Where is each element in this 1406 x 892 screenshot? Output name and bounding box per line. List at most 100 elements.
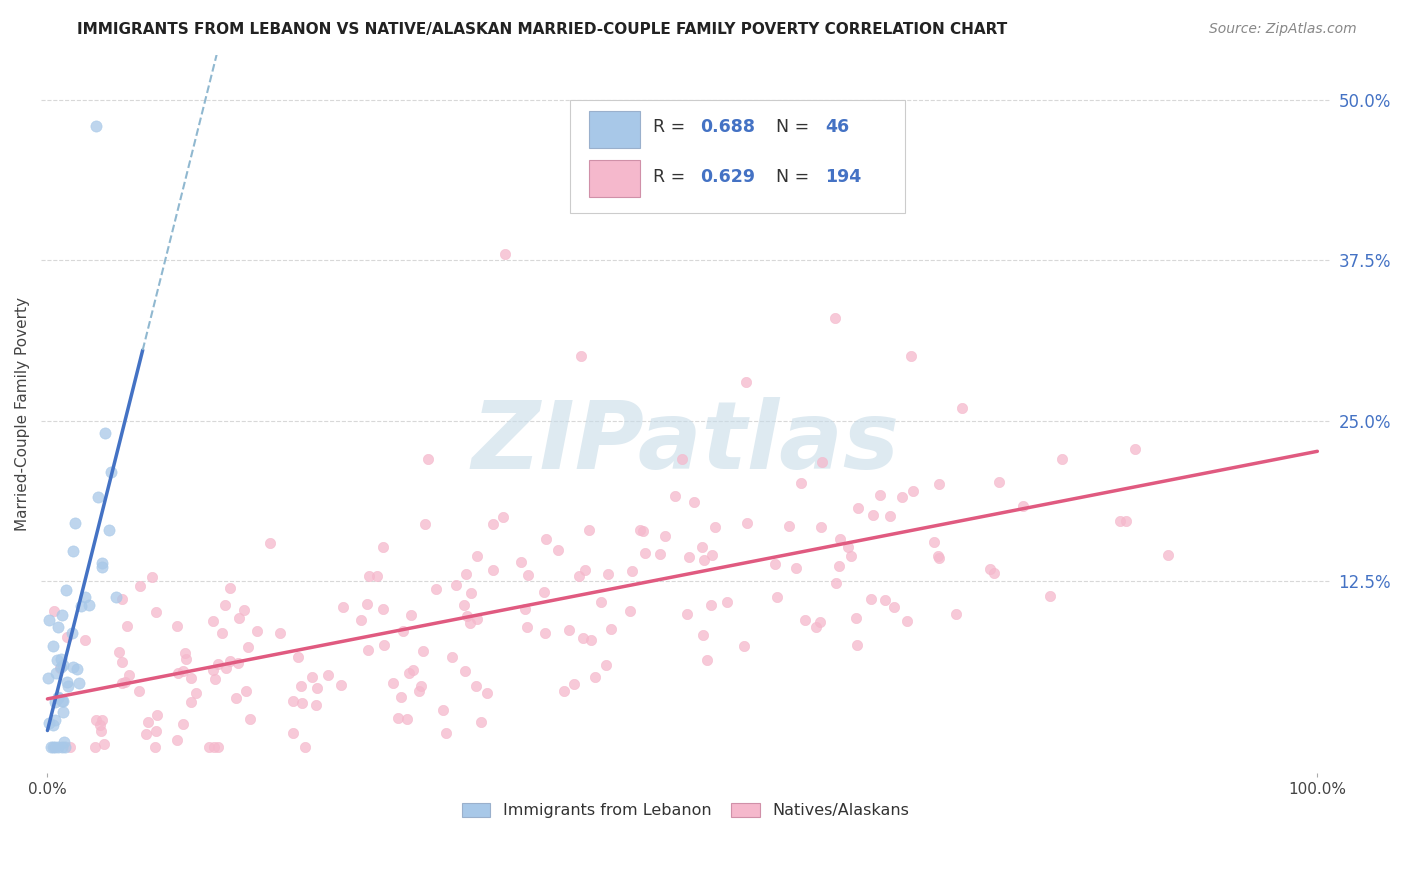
Point	[70, 599, 93, 613]
Point	[845, 611, 868, 625]
Point	[46, 740, 69, 755]
Point	[202, 740, 225, 755]
Point	[235, 684, 257, 698]
Point	[45, 665, 67, 680]
Point	[84, 119, 107, 133]
Point	[547, 542, 569, 557]
Text: 0.688: 0.688	[700, 118, 755, 136]
Point	[236, 640, 259, 655]
Text: R =: R =	[654, 169, 692, 186]
Point	[118, 668, 141, 682]
Point	[494, 247, 516, 261]
Point	[332, 600, 354, 615]
Point	[42, 718, 65, 732]
Point	[211, 626, 233, 640]
Point	[62, 544, 84, 558]
Point	[77, 598, 100, 612]
Point	[239, 712, 262, 726]
Point	[114, 675, 136, 690]
Point	[412, 644, 434, 658]
Point	[294, 740, 316, 755]
Point	[395, 712, 418, 726]
Point	[41, 639, 63, 653]
Point	[492, 509, 515, 524]
Point	[837, 541, 859, 555]
Point	[987, 475, 1010, 490]
Point	[553, 683, 575, 698]
Point	[91, 560, 114, 574]
Point	[59, 740, 82, 755]
Point	[304, 698, 326, 712]
Point	[562, 676, 585, 690]
Point	[690, 540, 713, 554]
Point	[349, 613, 371, 627]
Point	[1039, 589, 1062, 603]
Point	[900, 350, 922, 364]
Text: 46: 46	[825, 118, 849, 136]
Point	[105, 590, 128, 604]
Point	[218, 653, 240, 667]
Point	[44, 714, 66, 728]
Point	[371, 540, 394, 554]
Point	[287, 650, 309, 665]
Point	[37, 671, 59, 685]
Point	[1115, 515, 1137, 529]
Point	[700, 548, 723, 562]
Point	[305, 681, 328, 695]
Point	[387, 711, 409, 725]
Point	[53, 740, 76, 755]
Point	[398, 666, 420, 681]
Point	[413, 517, 436, 532]
Point	[434, 726, 457, 740]
Point	[115, 619, 138, 633]
Point	[60, 626, 83, 640]
Point	[100, 465, 122, 479]
Point	[226, 656, 249, 670]
Point	[172, 717, 194, 731]
Point	[810, 520, 832, 534]
Point	[259, 536, 281, 550]
Point	[382, 676, 405, 690]
Point	[596, 566, 619, 581]
Point	[983, 566, 1005, 580]
Point	[180, 695, 202, 709]
Point	[733, 639, 755, 653]
Point	[804, 620, 827, 634]
Point	[460, 585, 482, 599]
Point	[283, 693, 305, 707]
Point	[174, 646, 197, 660]
Point	[42, 604, 65, 618]
Point	[51, 694, 73, 708]
Point	[574, 563, 596, 577]
Point	[873, 593, 896, 607]
Point	[534, 626, 557, 640]
Point	[896, 615, 918, 629]
Point	[408, 683, 430, 698]
Point	[93, 737, 115, 751]
Point	[811, 455, 834, 469]
Point	[291, 696, 314, 710]
Point	[927, 549, 949, 563]
Point	[513, 601, 536, 615]
Point	[1157, 548, 1180, 562]
Point	[207, 740, 229, 755]
Point	[233, 603, 256, 617]
Point	[766, 591, 789, 605]
Point	[785, 561, 807, 575]
Point	[67, 675, 90, 690]
Point	[409, 680, 432, 694]
Point	[846, 501, 869, 516]
Point	[366, 569, 388, 583]
Point	[316, 668, 339, 682]
Point	[703, 520, 725, 534]
Point	[89, 718, 111, 732]
Point	[73, 632, 96, 647]
Point	[84, 713, 107, 727]
Point	[399, 608, 422, 623]
Point	[83, 740, 105, 755]
Point	[207, 657, 229, 672]
Point	[53, 735, 76, 749]
Point	[44, 740, 66, 755]
FancyBboxPatch shape	[589, 112, 641, 148]
Text: 194: 194	[825, 169, 860, 186]
